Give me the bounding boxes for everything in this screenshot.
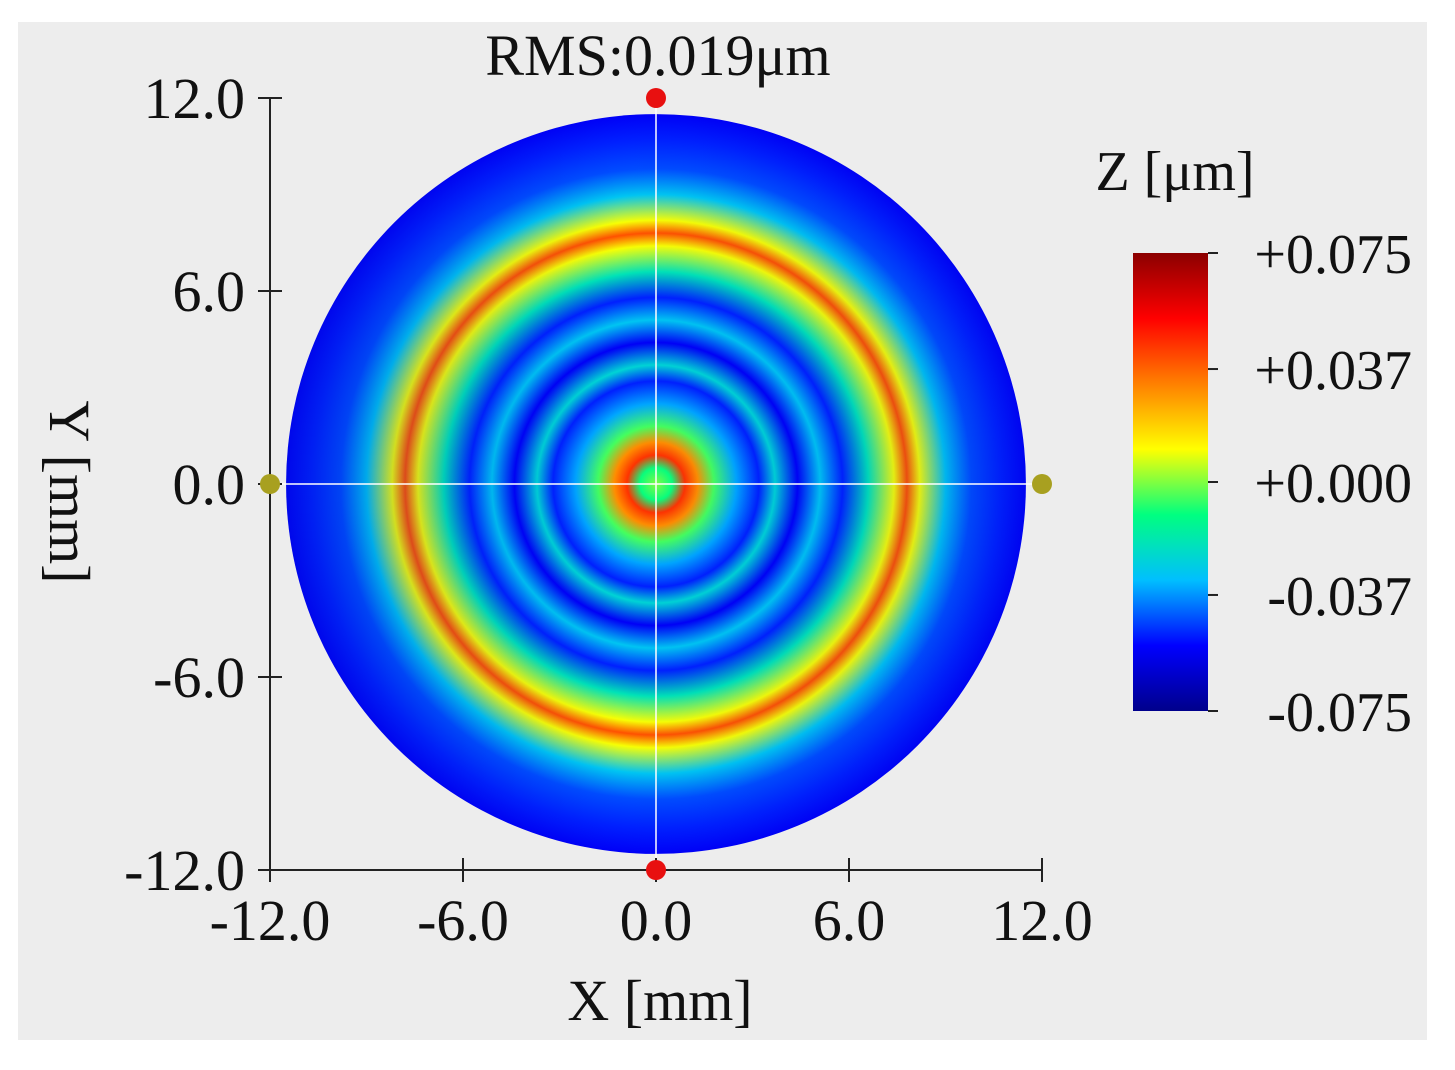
colorbar-tick-label: +0.037 <box>1254 340 1412 402</box>
x-tick-label: -12.0 <box>210 888 331 953</box>
crosshair <box>270 98 1042 870</box>
edge-markers <box>260 88 1052 880</box>
edge-marker <box>646 860 666 880</box>
y-tick-label: -6.0 <box>153 645 245 710</box>
x-axis-label: X [mm] <box>567 968 752 1033</box>
y-axis-label: Y [mm] <box>37 400 102 583</box>
x-tick-label: 6.0 <box>813 888 886 953</box>
colorbar-tick-label: +0.075 <box>1254 224 1412 286</box>
colorbar-scale <box>1133 253 1208 711</box>
colorbar-tick-label: -0.037 <box>1267 566 1412 628</box>
x-tick-label: -6.0 <box>417 888 509 953</box>
y-tick-label: 0.0 <box>173 452 246 517</box>
edge-marker <box>260 474 280 494</box>
y-tick-label: -12.0 <box>124 838 245 903</box>
colorbar-label: Z [μm] <box>1095 141 1254 203</box>
x-tick-label: 12.0 <box>991 888 1093 953</box>
colorbar-tick-label: +0.000 <box>1254 453 1412 515</box>
chart-title: RMS:0.019μm <box>485 23 830 88</box>
x-tick-label: 0.0 <box>620 888 693 953</box>
y-tick-label: 12.0 <box>144 66 246 131</box>
colorbar: Z [μm] +0.075 +0.037 +0.000 -0.037 -0.075 <box>1095 141 1412 744</box>
colorbar-tick-label: -0.075 <box>1267 682 1412 744</box>
y-tick-label: 6.0 <box>173 259 246 324</box>
edge-marker <box>646 88 666 108</box>
edge-marker <box>1032 474 1052 494</box>
